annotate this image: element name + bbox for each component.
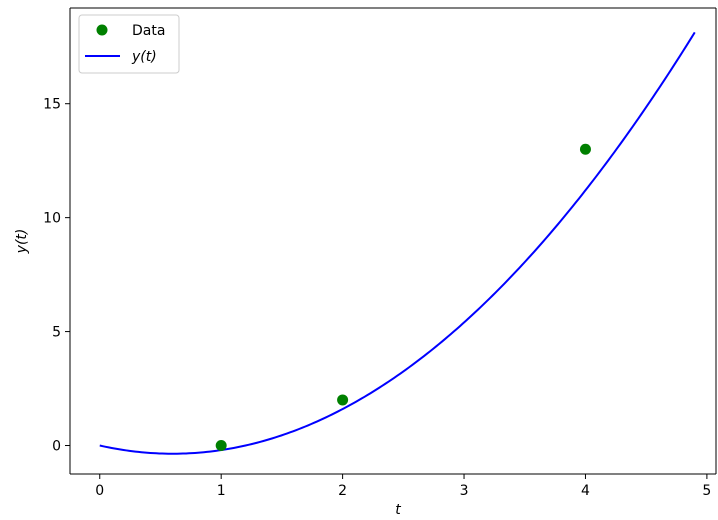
- x-tick-label: 0: [95, 483, 104, 499]
- x-tick-label: 4: [581, 483, 590, 499]
- x-tick-label: 2: [338, 483, 347, 499]
- x-ticks: 0 1 2 3 4 5: [95, 474, 711, 499]
- data-point: [337, 394, 349, 406]
- y-tick-label: 15: [43, 97, 61, 113]
- y-tick-label: 5: [52, 325, 61, 341]
- data-point: [579, 143, 591, 155]
- data-point: [215, 440, 227, 452]
- legend-label-yt: y(t): [131, 49, 157, 65]
- legend-marker-data: [96, 24, 108, 36]
- y-tick-label: 10: [43, 211, 61, 227]
- legend: Data y(t): [78, 14, 180, 74]
- x-tick-label: 1: [217, 483, 226, 499]
- x-axis-label: t: [395, 502, 401, 518]
- axes: [69, 7, 717, 475]
- plot-background: [70, 8, 716, 474]
- y-tick-label: 0: [52, 439, 61, 455]
- x-tick-label: 5: [702, 483, 711, 499]
- y-axis-label: y(t): [14, 229, 30, 255]
- legend-label-data: Data: [132, 23, 165, 39]
- plot-content: [99, 31, 696, 455]
- x-tick-label: 3: [460, 483, 469, 499]
- y-ticks: 0 5 10 15: [43, 97, 70, 455]
- series-line-yt: [99, 31, 696, 455]
